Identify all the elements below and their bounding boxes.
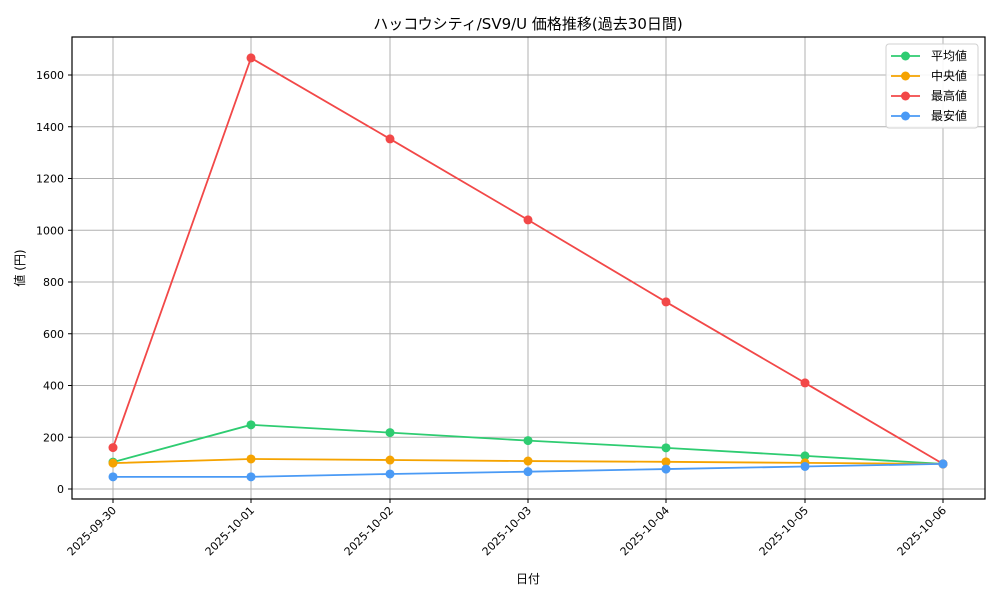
data-point-marker bbox=[661, 464, 671, 474]
data-point-marker bbox=[246, 420, 256, 430]
legend-label: 平均値 bbox=[931, 48, 967, 63]
data-point-marker bbox=[800, 461, 810, 471]
data-point-marker bbox=[385, 469, 395, 479]
data-point-marker bbox=[385, 455, 395, 465]
data-point-marker bbox=[523, 456, 533, 466]
y-tick-label: 800 bbox=[43, 276, 64, 289]
data-point-marker bbox=[523, 436, 533, 446]
legend-marker-icon bbox=[901, 71, 910, 81]
data-point-marker bbox=[800, 451, 810, 461]
data-point-marker bbox=[246, 472, 256, 482]
y-tick-label: 1000 bbox=[36, 224, 64, 237]
legend-marker-icon bbox=[901, 51, 910, 61]
data-point-marker bbox=[385, 428, 395, 438]
y-tick-label: 200 bbox=[43, 431, 64, 444]
y-tick-label: 600 bbox=[43, 328, 64, 341]
series-2 bbox=[108, 53, 948, 469]
y-tick-label: 1600 bbox=[36, 69, 64, 82]
legend-item: 最安値 bbox=[891, 108, 967, 123]
data-point-marker bbox=[661, 297, 671, 307]
grid-lines bbox=[72, 37, 985, 499]
data-point-marker bbox=[523, 467, 533, 477]
y-tick-label: 1200 bbox=[36, 173, 64, 186]
data-point-marker bbox=[108, 458, 118, 468]
data-point-marker bbox=[108, 443, 118, 453]
series-layer bbox=[108, 53, 948, 482]
y-tick-label: 400 bbox=[43, 380, 64, 393]
legend-box bbox=[885, 43, 979, 129]
data-point-marker bbox=[385, 134, 395, 144]
data-point-marker bbox=[938, 459, 948, 469]
legend-item: 中央値 bbox=[891, 68, 967, 83]
chart-title: ハッコウシティ/SV9/U 価格推移(過去30日間) bbox=[373, 15, 682, 33]
data-point-marker bbox=[661, 457, 671, 467]
data-point-marker bbox=[246, 53, 256, 63]
y-axis-ticks: 0 200 400 600 800 1000 1200 1400 1600 bbox=[36, 69, 72, 496]
legend-label: 最高値 bbox=[931, 88, 967, 103]
data-point-marker bbox=[661, 443, 671, 453]
y-tick-label: 0 bbox=[57, 483, 64, 496]
legend-item: 平均値 bbox=[891, 48, 967, 63]
legend-item: 最高値 bbox=[891, 88, 967, 103]
data-point-marker bbox=[246, 454, 256, 464]
data-point-marker bbox=[523, 215, 533, 225]
legend-label: 中央値 bbox=[931, 68, 967, 83]
data-point-marker bbox=[800, 378, 810, 388]
x-axis-label: 日付 bbox=[516, 572, 540, 586]
legend-marker-icon bbox=[901, 111, 910, 121]
legend-marker-icon bbox=[901, 91, 910, 101]
series-3 bbox=[108, 459, 948, 482]
y-tick-label: 1400 bbox=[36, 121, 64, 134]
legend-label: 最安値 bbox=[931, 108, 967, 123]
y-axis-label: 値 (円) bbox=[12, 249, 27, 286]
data-point-marker bbox=[108, 472, 118, 482]
